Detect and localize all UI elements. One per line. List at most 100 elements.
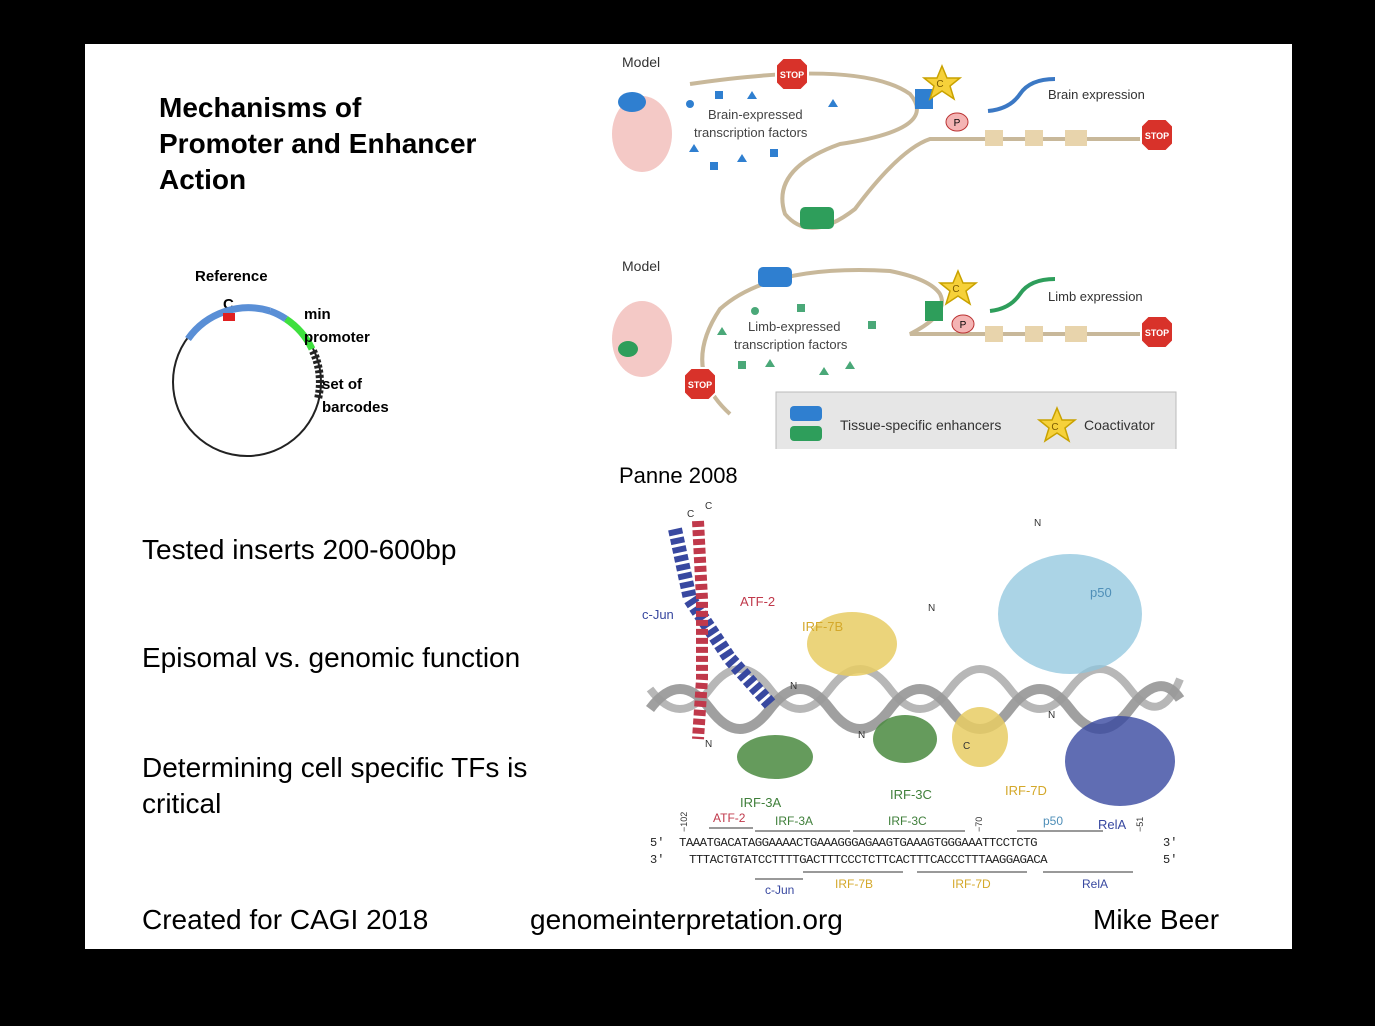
- svg-text:C: C: [705, 501, 712, 512]
- svg-text:STOP: STOP: [688, 380, 712, 390]
- label-irf-7d: IRF-7D: [1005, 783, 1047, 798]
- seq-label-irf-3c: IRF-3C: [888, 814, 927, 828]
- atf-2-helix: [692, 520, 708, 740]
- svg-text:5': 5': [1163, 853, 1177, 867]
- sequence-panel: −102 −70 −51 ATF-2 IRF-3A IRF-3C p50 5' …: [650, 811, 1177, 897]
- plasmid-reference-label: Reference: [195, 268, 268, 285]
- seq-label-atf-2: ATF-2: [713, 811, 746, 825]
- svg-text:P: P: [954, 118, 961, 129]
- legend-enhancers-label: Tissue-specific enhancers: [840, 417, 1001, 433]
- seq-label-rela: RelA: [1082, 877, 1108, 891]
- plasmid-min-label: min: [304, 306, 331, 323]
- limb-tf-label-1: Limb-expressed: [748, 319, 841, 334]
- svg-text:P: P: [960, 320, 967, 331]
- model-legend: Tissue-specific enhancers C Coactivator: [775, 391, 1177, 449]
- seq-label-irf-7d: IRF-7D: [952, 877, 991, 891]
- plasmid-barcodes-segment: [309, 349, 324, 400]
- pos-right: −51: [1135, 817, 1145, 832]
- legend-coactivator-label: Coactivator: [1084, 417, 1155, 433]
- sequence-top-strand: TAAATGACATAGGAAAACTGAAAGGGAGAAGTGAAAGTGG…: [679, 836, 1037, 850]
- pos-mid: −70: [974, 817, 984, 832]
- legend-blue-enhancer-icon: [790, 406, 822, 421]
- bullet-cell-specific: Determining cell specific TFs is critica…: [142, 752, 528, 819]
- pos-left: −102: [679, 812, 689, 832]
- promoter-bottom-icon: [951, 314, 975, 334]
- enhancer-model-figure: Model STOP C P STOP Brain expression Bra…: [612, 54, 1177, 449]
- plasmid-set-of-label: set of: [322, 376, 363, 393]
- enhanceosome-structure: c-Jun ATF-2 IRF-7B p50 IRF-3A IRF-3C IRF…: [642, 501, 1185, 832]
- svg-text:N: N: [790, 681, 797, 692]
- blue-enhancer-bound: [915, 89, 933, 109]
- dna-loop-top: [689, 71, 1170, 230]
- svg-text:C: C: [952, 284, 959, 295]
- svg-text:STOP: STOP: [1145, 131, 1169, 141]
- embryo-brain-icon: [612, 96, 672, 172]
- brain-expression-label: Brain expression: [1048, 87, 1145, 102]
- svg-text:C: C: [687, 509, 694, 520]
- irf-3a-domain: [737, 735, 813, 779]
- model-brain-label: Model: [622, 54, 660, 70]
- limb-expression-label: Limb expression: [1048, 289, 1143, 304]
- svg-text:N: N: [705, 739, 712, 750]
- bullet-episomal: Episomal vs. genomic function: [142, 642, 521, 673]
- embryo-limb-icon: [612, 301, 672, 377]
- svg-text:C: C: [1051, 422, 1058, 433]
- model-brain: Model STOP C P STOP Brain expression Bra…: [612, 54, 1174, 230]
- stop-top-text: STOP: [780, 70, 804, 80]
- slide: Mechanisms of Promoter and Enhancer Acti…: [85, 44, 1292, 949]
- promoter-top-icon: [945, 112, 969, 132]
- sequence-bottom-strand: TTTACTGTATCCTTTTGACTTTCCCTCTTCACTTTCACCC…: [689, 853, 1048, 867]
- seq-label-c-jun: c-Jun: [765, 883, 794, 897]
- c-jun-helix: [668, 527, 776, 709]
- seq-label-irf-7b: IRF-7B: [835, 877, 873, 891]
- bullet-inserts: Tested inserts 200-600bp: [142, 534, 457, 565]
- p50-domain: [998, 554, 1142, 674]
- model-limb: Model STOP C P STOP Limb expression Limb…: [612, 258, 1174, 416]
- green-enhancer-top: [800, 207, 834, 229]
- svg-text:N: N: [858, 730, 865, 741]
- footer-author: Mike Beer: [1093, 904, 1220, 935]
- label-rela: RelA: [1098, 817, 1127, 832]
- label-c-jun: c-Jun: [642, 607, 674, 622]
- blue-enhancer-bottom: [758, 267, 792, 287]
- label-p50: p50: [1090, 585, 1112, 600]
- seq-label-irf-3a: IRF-3A: [775, 814, 813, 828]
- svg-text:STOP: STOP: [1145, 328, 1169, 338]
- citation: Panne 2008: [619, 463, 738, 488]
- slide-title: Mechanisms of Promoter and Enhancer Acti…: [159, 92, 477, 195]
- label-irf-3a: IRF-3A: [740, 795, 782, 810]
- plasmid-promoter-label: promoter: [304, 329, 370, 346]
- legend-green-enhancer-icon: [790, 426, 822, 441]
- rela-domain: [1065, 716, 1175, 806]
- plasmid-min-promoter-segment: [283, 316, 316, 351]
- label-irf-3c: IRF-3C: [890, 787, 932, 802]
- svg-text:N: N: [1048, 710, 1055, 721]
- irf-3c-domain: [873, 715, 937, 763]
- green-enhancer-bound: [925, 301, 943, 321]
- label-irf-7b: IRF-7B: [802, 619, 843, 634]
- plasmid-c-label: C: [223, 296, 234, 313]
- svg-text:C: C: [936, 79, 943, 90]
- plasmid-diagram: Reference C min promoter set of barcodes: [172, 268, 389, 457]
- brain-tf-label-2: transcription factors: [694, 125, 808, 140]
- plasmid-c-marker: [223, 313, 235, 321]
- model-limb-label: Model: [622, 258, 660, 274]
- brain-tf-label-1: Brain-expressed: [708, 107, 803, 122]
- footer-created-for: Created for CAGI 2018: [142, 904, 429, 935]
- limb-tf-label-2: transcription factors: [734, 337, 848, 352]
- irf-7d-domain: [952, 707, 1008, 767]
- svg-text:C: C: [963, 741, 970, 752]
- irf-7b-domain: [807, 612, 897, 676]
- svg-text:N: N: [928, 603, 935, 614]
- plasmid-barcodes-label: barcodes: [322, 399, 389, 416]
- footer-website: genomeinterpretation.org: [530, 904, 843, 935]
- label-atf-2: ATF-2: [740, 594, 775, 609]
- plasmid-insert-segment: [185, 304, 272, 342]
- seq-label-p50: p50: [1043, 814, 1063, 828]
- svg-text:3': 3': [650, 853, 664, 867]
- svg-text:5': 5': [650, 836, 664, 850]
- brain-expression-rna: [987, 77, 1056, 113]
- svg-text:N: N: [1034, 518, 1041, 529]
- svg-text:3': 3': [1163, 836, 1177, 850]
- limb-expression-rna: [989, 277, 1056, 313]
